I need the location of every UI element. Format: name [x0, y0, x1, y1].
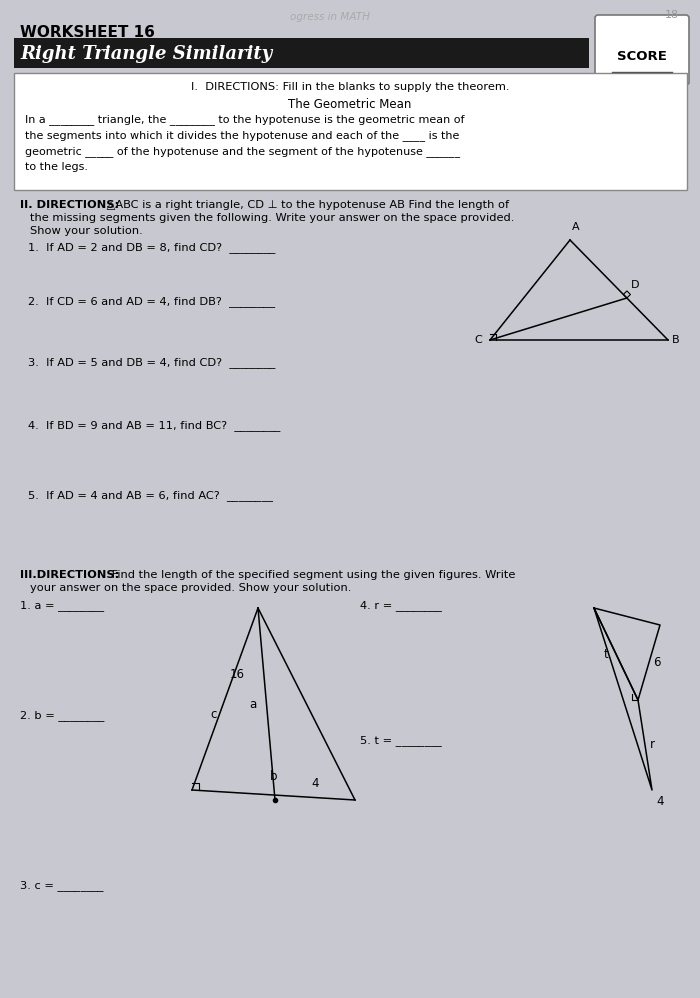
Text: 3.  If AD = 5 and DB = 4, find CD?  ________: 3. If AD = 5 and DB = 4, find CD? ______… — [28, 357, 275, 368]
Text: SCORE: SCORE — [617, 50, 667, 63]
Text: △ABC is a right triangle, CD ⊥ to the hypotenuse AB Find the length of: △ABC is a right triangle, CD ⊥ to the hy… — [103, 200, 509, 210]
Text: B: B — [672, 335, 680, 345]
Text: 4. r = ________: 4. r = ________ — [360, 600, 442, 611]
Text: The Geometric Mean: The Geometric Mean — [288, 98, 412, 111]
Text: 2.  If CD = 6 and AD = 4, find DB?  ________: 2. If CD = 6 and AD = 4, find DB? ______… — [28, 296, 275, 307]
Text: your answer on the space provided. Show your solution.: your answer on the space provided. Show … — [30, 583, 351, 593]
Text: 5.  If AD = 4 and AB = 6, find AC?  ________: 5. If AD = 4 and AB = 6, find AC? ______… — [28, 490, 273, 501]
Text: I.  DIRECTIONS: Fill in the blanks to supply the theorem.: I. DIRECTIONS: Fill in the blanks to sup… — [190, 82, 510, 92]
Text: 16: 16 — [230, 668, 245, 681]
Text: 2. b = ________: 2. b = ________ — [20, 710, 104, 721]
FancyBboxPatch shape — [14, 38, 589, 68]
Text: r: r — [650, 739, 655, 751]
Text: 18: 18 — [665, 10, 679, 20]
Text: 4.  If BD = 9 and AB = 11, find BC?  ________: 4. If BD = 9 and AB = 11, find BC? _____… — [28, 420, 281, 431]
Text: t: t — [603, 648, 608, 661]
Text: WORKSHEET 16: WORKSHEET 16 — [20, 25, 155, 40]
Text: a: a — [249, 698, 256, 711]
Text: In a ________ triangle, the ________ to the hypotenuse is the geometric mean of: In a ________ triangle, the ________ to … — [25, 114, 465, 125]
Text: Right Triangle Similarity: Right Triangle Similarity — [20, 45, 272, 63]
Text: 5. t = ________: 5. t = ________ — [360, 735, 442, 746]
Text: A: A — [572, 222, 580, 232]
Text: II. DIRECTIONS:: II. DIRECTIONS: — [20, 200, 119, 210]
Text: c: c — [211, 708, 217, 721]
Text: ogress in MATH: ogress in MATH — [290, 12, 370, 22]
Text: the segments into which it divides the hypotenuse and each of the ____ is the: the segments into which it divides the h… — [25, 130, 459, 141]
Text: the missing segments given the following. Write your answer on the space provide: the missing segments given the following… — [30, 213, 514, 223]
Text: 6: 6 — [653, 656, 661, 669]
Text: b: b — [270, 770, 277, 783]
Text: to the legs.: to the legs. — [25, 162, 88, 172]
Bar — [14, 73, 687, 190]
Text: Find the length of the specified segment using the given figures. Write: Find the length of the specified segment… — [108, 570, 515, 580]
Text: Show your solution.: Show your solution. — [30, 226, 143, 236]
Text: 4: 4 — [312, 777, 318, 790]
Text: 1. a = ________: 1. a = ________ — [20, 600, 104, 611]
Text: geometric _____ of the hypotenuse and the segment of the hypotenuse ______: geometric _____ of the hypotenuse and th… — [25, 146, 460, 157]
Text: 1.  If AD = 2 and DB = 8, find CD?  ________: 1. If AD = 2 and DB = 8, find CD? ______… — [28, 242, 275, 252]
Text: D: D — [631, 280, 639, 290]
Text: 3. c = ________: 3. c = ________ — [20, 880, 104, 891]
Text: III.DIRECTIONS:: III.DIRECTIONS: — [20, 570, 119, 580]
Text: 4: 4 — [656, 795, 664, 808]
FancyBboxPatch shape — [595, 15, 689, 85]
Text: C: C — [475, 335, 482, 345]
